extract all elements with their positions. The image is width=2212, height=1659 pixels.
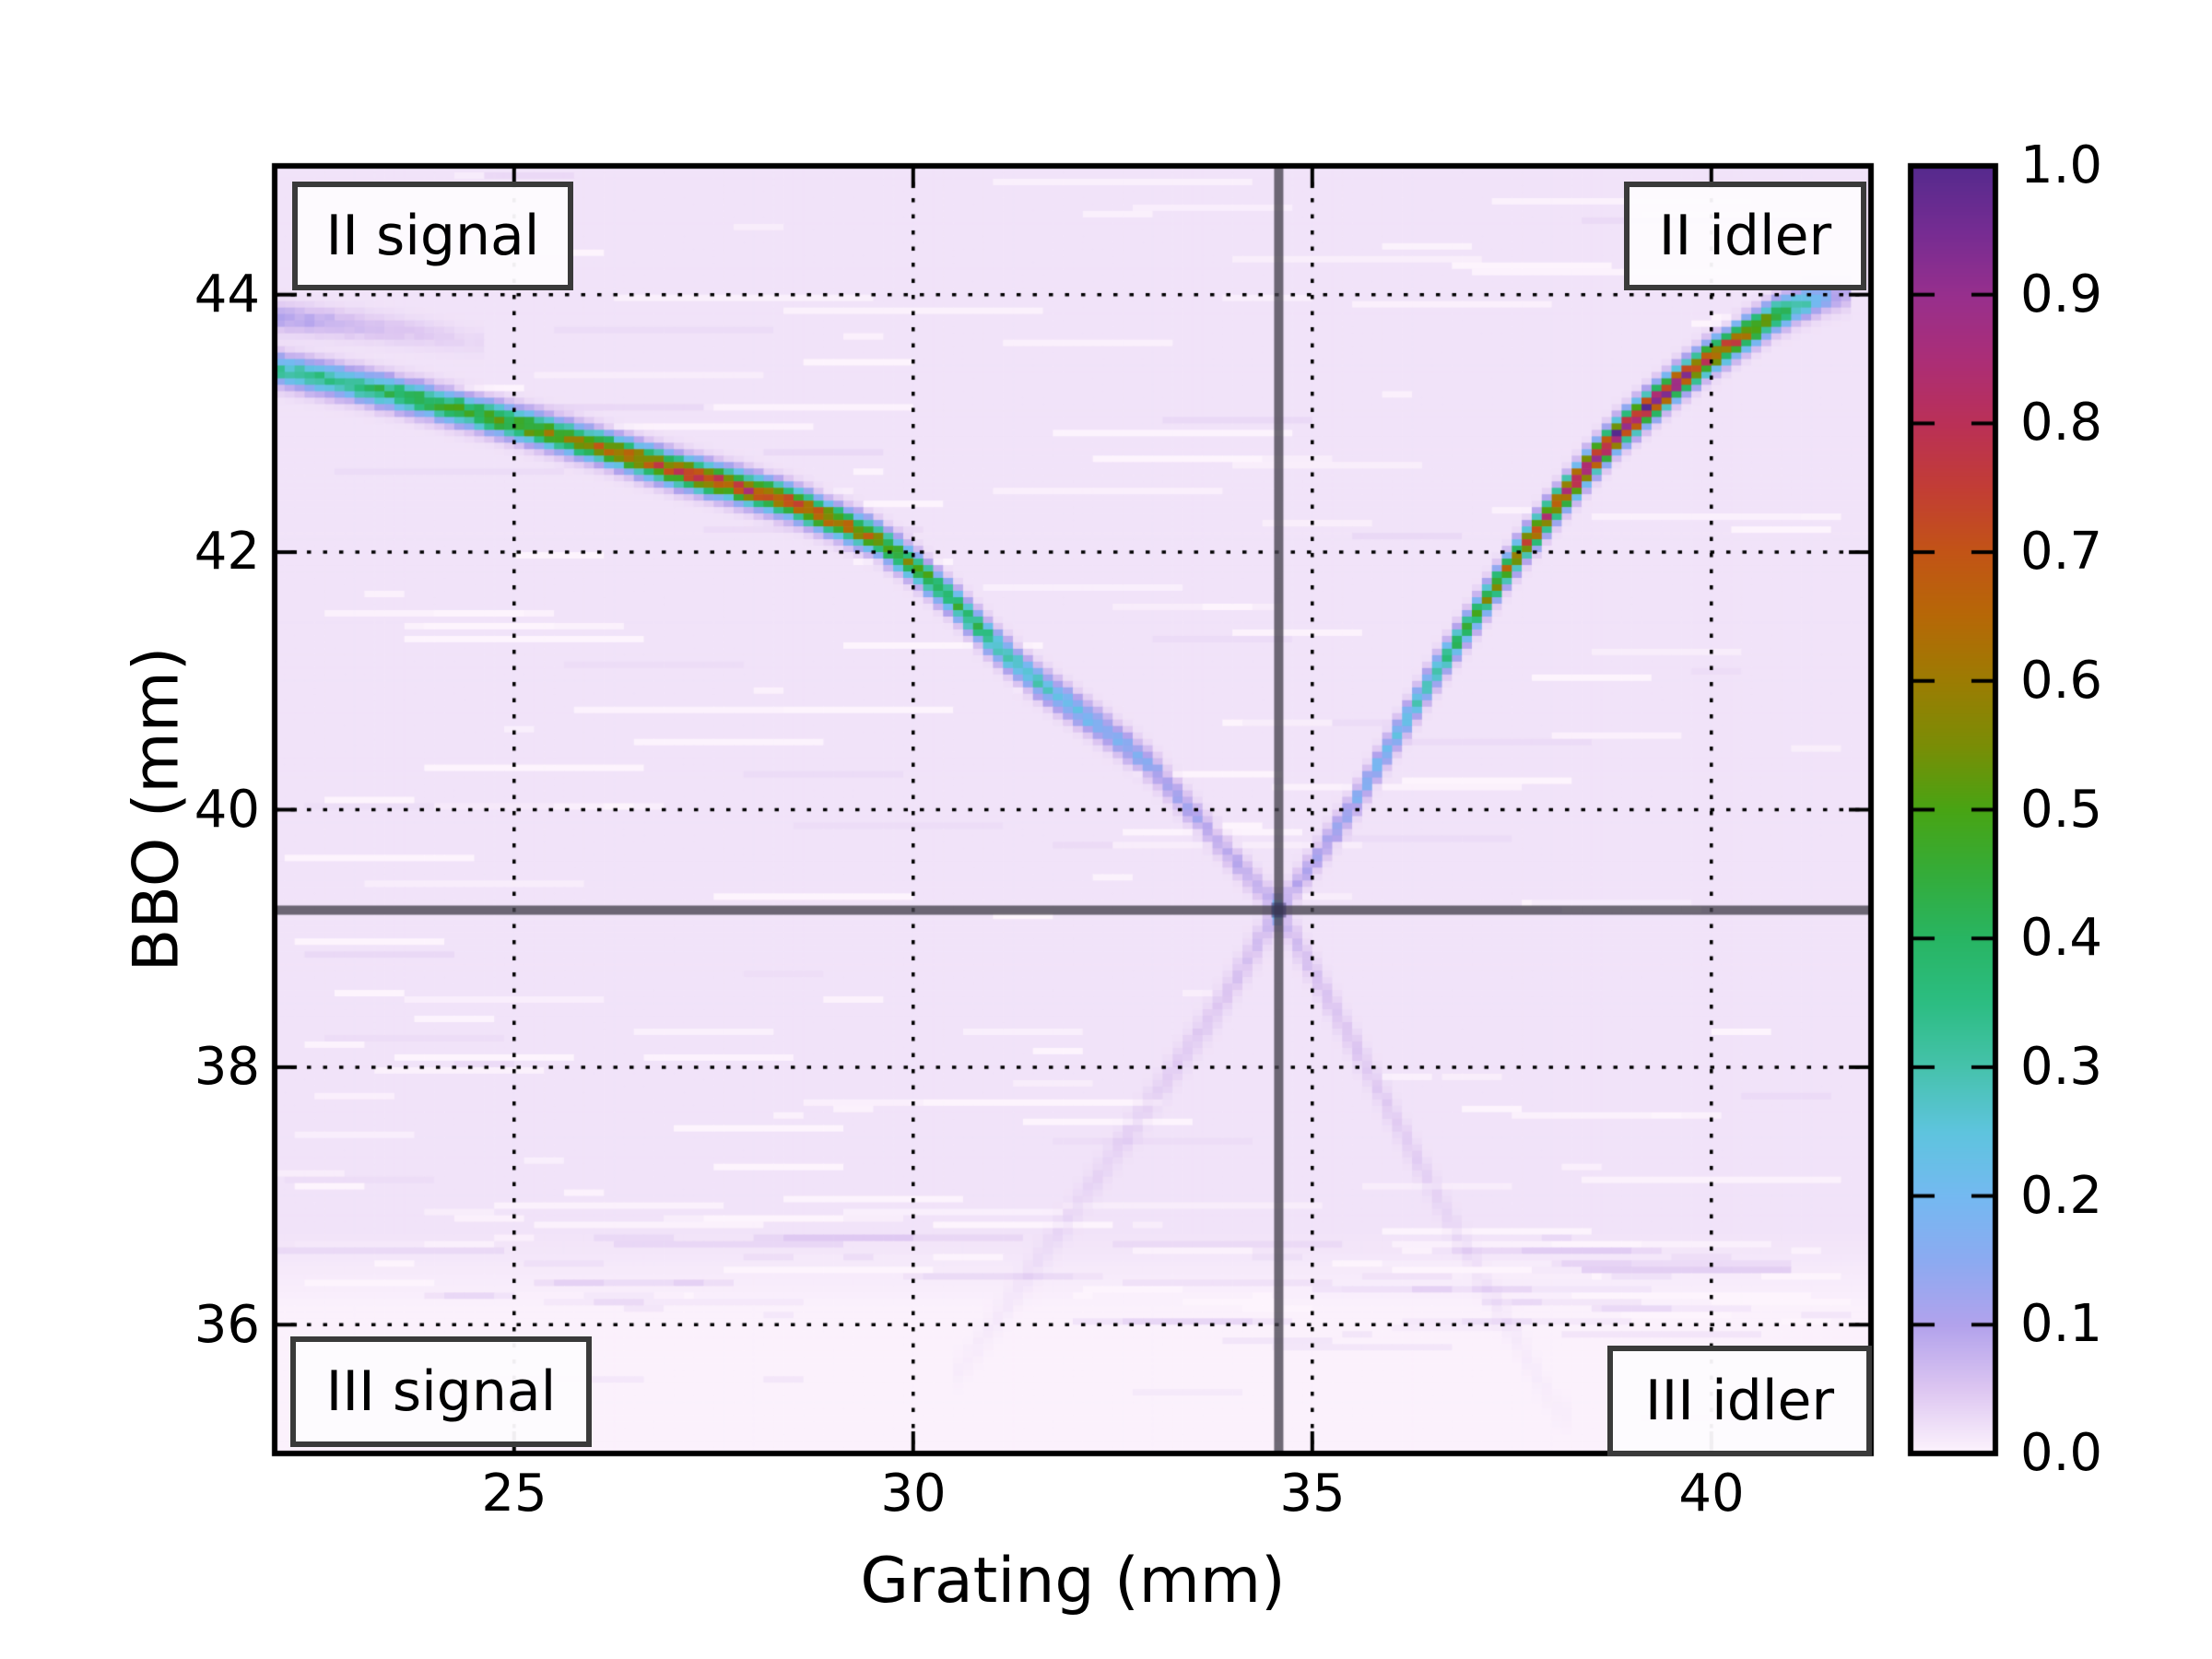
colorbar-tick-label: 0.1: [2020, 1294, 2103, 1354]
region-label-text: III idler: [1644, 1369, 1835, 1433]
colorbar-tick-label: 0.3: [2020, 1037, 2103, 1097]
region-label-ii-signal: II signal: [292, 182, 573, 290]
x-axis-label: Grating (mm): [860, 1545, 1286, 1618]
region-label-text: III signal: [325, 1359, 557, 1424]
colorbar-tick-label: 0.4: [2020, 908, 2103, 968]
x-tick-label: 30: [880, 1464, 947, 1524]
x-tick-label: 25: [481, 1464, 547, 1524]
y-tick-label: 42: [194, 522, 260, 582]
region-label-iii-idler: III idler: [1607, 1346, 1872, 1456]
region-label-ii-idler: II idler: [1624, 182, 1866, 290]
y-tick-label: 44: [194, 265, 260, 324]
colorbar-tick-label: 0.9: [2020, 265, 2103, 324]
y-tick-label: 40: [194, 780, 260, 840]
colorbar-tick-label: 0.0: [2020, 1423, 2103, 1483]
colorbar-tick-label: 0.7: [2020, 522, 2103, 582]
x-tick-label: 40: [1678, 1464, 1745, 1524]
y-tick-label: 38: [194, 1037, 260, 1097]
colorbar-tick-label: 1.0: [2020, 135, 2103, 195]
x-tick-label: 35: [1279, 1464, 1346, 1524]
colorbar-tick-label: 0.8: [2020, 393, 2103, 453]
colorbar-tick-label: 0.5: [2020, 780, 2103, 840]
y-tick-label: 36: [194, 1295, 260, 1355]
colorbar-tick-label: 0.6: [2020, 651, 2103, 711]
colorbar-tick-label: 0.2: [2020, 1166, 2103, 1226]
region-label-text: II idler: [1658, 204, 1832, 268]
region-label-iii-signal: III signal: [290, 1336, 592, 1447]
region-label-text: II signal: [325, 204, 540, 268]
